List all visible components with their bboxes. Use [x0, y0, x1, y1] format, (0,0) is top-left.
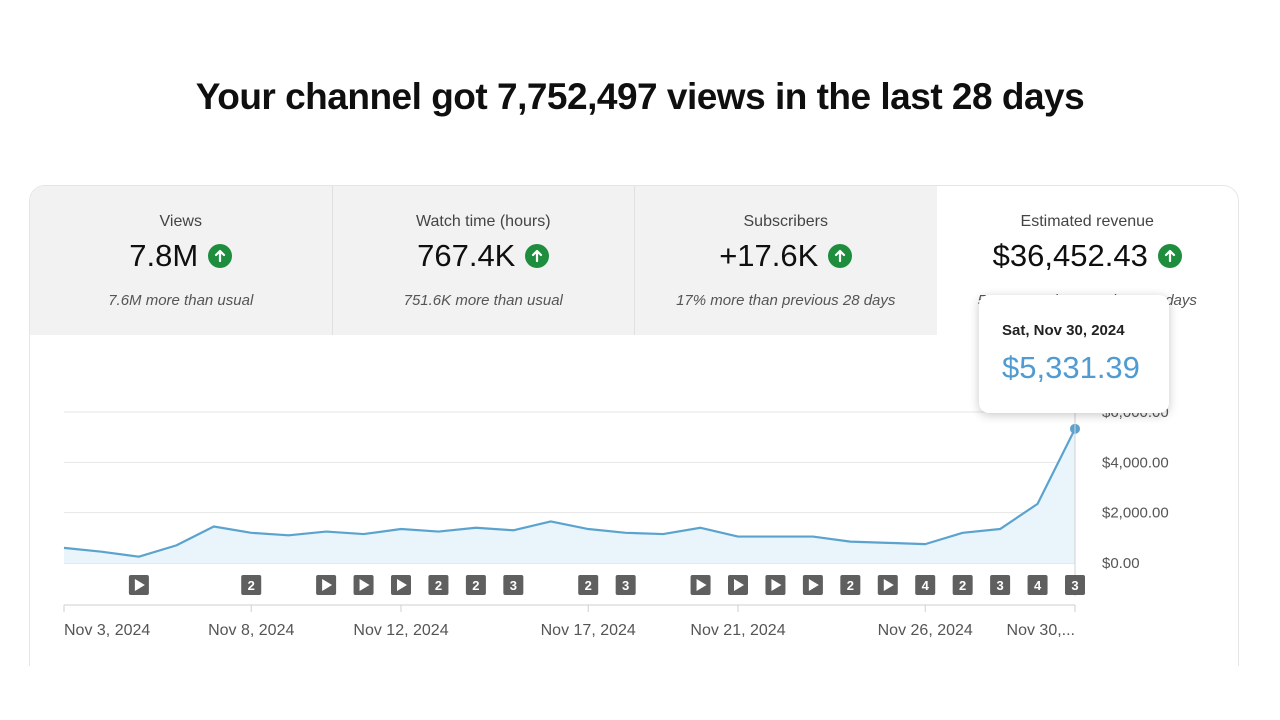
video-count-marker[interactable]: 2 — [241, 575, 262, 595]
marker-box — [578, 575, 599, 595]
play-icon — [397, 579, 407, 591]
marker-box — [840, 575, 861, 595]
x-tick-label: Nov 17, 2024 — [541, 622, 636, 639]
video-count-marker[interactable]: 2 — [840, 575, 861, 595]
x-tick-label: Nov 30,... — [1007, 622, 1075, 639]
x-tick-label: Nov 12, 2024 — [353, 622, 448, 639]
play-icon — [696, 579, 707, 591]
metric-label: Watch time (hours) — [415, 213, 551, 230]
marker-box — [465, 575, 486, 595]
marker-box — [990, 575, 1011, 595]
video-marker[interactable] — [690, 575, 711, 595]
video-marker[interactable] — [765, 575, 786, 595]
video-marker[interactable] — [353, 575, 374, 595]
marker-count: 2 — [847, 578, 854, 593]
video-count-marker[interactable]: 2 — [952, 575, 973, 595]
arrow-up-icon — [525, 244, 550, 268]
analytics-card: Views 7.8M 7.6M more than usual Watch ti… — [29, 185, 1239, 666]
y-tick-label: $4,000.00 — [1102, 454, 1169, 471]
tooltip-date: Sat, Nov 30, 2024 — [1002, 322, 1125, 339]
video-count-marker[interactable]: 3 — [990, 575, 1011, 595]
metric-subtext: 7.6M more than usual — [108, 292, 254, 309]
arrow-up-icon — [828, 244, 853, 268]
video-count-marker[interactable]: 3 — [1065, 575, 1085, 595]
video-count-marker[interactable]: 4 — [1027, 575, 1048, 595]
marker-count: 3 — [510, 578, 517, 593]
chart-tooltip: Sat, Nov 30, 2024 $5,331.39 — [979, 295, 1169, 413]
marker-count: 2 — [472, 578, 479, 593]
marker-box — [915, 575, 936, 595]
marker-box — [241, 575, 262, 595]
play-icon — [883, 579, 894, 591]
y-tick-label: $0.00 — [1102, 555, 1140, 572]
play-icon — [134, 579, 145, 591]
marker-count: 3 — [996, 578, 1003, 593]
marker-count: 2 — [248, 578, 255, 593]
video-count-marker[interactable]: 4 — [915, 575, 936, 595]
play-icon — [734, 579, 744, 591]
series-line — [63, 428, 1076, 558]
marker-box — [952, 575, 973, 595]
tab-views[interactable]: Views 7.8M 7.6M more than usual — [30, 186, 333, 335]
revenue-chart[interactable]: $0.00$2,000.00$4,000.00$6,000.0022232324… — [30, 186, 1238, 666]
video-count-marker[interactable]: 3 — [503, 575, 524, 595]
marker-box — [615, 575, 636, 595]
metric-value: 7.8M — [129, 238, 199, 273]
series-area — [64, 428, 1075, 563]
y-tick-label: $2,000.00 — [1102, 505, 1169, 522]
marker-box — [1065, 575, 1085, 595]
video-count-marker[interactable]: 2 — [578, 575, 599, 595]
marker-box — [1027, 575, 1048, 595]
play-icon — [771, 579, 782, 591]
video-marker[interactable] — [391, 575, 411, 595]
tab-watch-time[interactable]: Watch time (hours) 767.4K 751.6K more th… — [332, 186, 635, 335]
metric-label: Estimated revenue — [1020, 213, 1154, 230]
video-marker[interactable] — [128, 575, 149, 595]
x-tick-label: Nov 26, 2024 — [878, 622, 973, 639]
x-tick-label: Nov 21, 2024 — [690, 622, 785, 639]
marker-count: 3 — [1071, 578, 1078, 593]
marker-count: 3 — [622, 578, 629, 593]
tooltip-value: $5,331.39 — [1002, 350, 1140, 385]
video-count-marker[interactable]: 2 — [465, 575, 486, 595]
video-count-marker[interactable]: 3 — [615, 575, 636, 595]
marker-box — [503, 575, 524, 595]
arrow-up-icon — [1157, 244, 1182, 268]
video-marker[interactable] — [877, 575, 898, 595]
video-count-marker[interactable]: 2 — [428, 575, 449, 595]
page-headline: Your channel got 7,752,497 views in the … — [195, 76, 1085, 117]
metric-subtext: 17% more than previous 28 days — [676, 292, 896, 309]
tab-subscribers[interactable]: Subscribers +17.6K 17% more than previou… — [635, 186, 937, 335]
marker-count: 4 — [922, 578, 930, 593]
marker-box — [428, 575, 449, 595]
metric-value: 767.4K — [417, 238, 516, 273]
x-tick-label: Nov 3, 2024 — [64, 622, 150, 639]
metric-subtext: 751.6K more than usual — [403, 292, 563, 309]
x-tick-label: Nov 8, 2024 — [208, 622, 294, 639]
video-marker[interactable] — [728, 575, 748, 595]
marker-count: 4 — [1034, 578, 1042, 593]
marker-count: 2 — [435, 578, 442, 593]
metric-label: Views — [159, 213, 202, 230]
video-marker[interactable] — [802, 575, 823, 595]
metric-label: Subscribers — [743, 213, 828, 230]
play-icon — [322, 579, 333, 591]
play-icon — [359, 579, 370, 591]
marker-count: 2 — [959, 578, 966, 593]
play-icon — [808, 579, 819, 591]
metric-value: $36,452.43 — [992, 238, 1148, 273]
marker-count: 2 — [585, 578, 592, 593]
video-marker[interactable] — [316, 575, 337, 595]
metric-tabs: Views 7.8M 7.6M more than usual Watch ti… — [30, 186, 1238, 335]
metric-value: +17.6K — [719, 238, 819, 273]
arrow-up-icon — [208, 244, 233, 268]
